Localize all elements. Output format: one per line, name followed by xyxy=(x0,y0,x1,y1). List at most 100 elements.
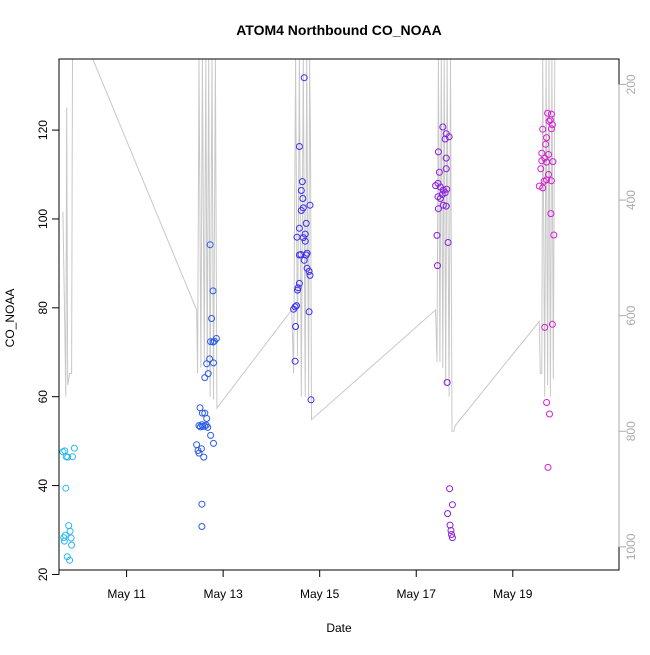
data-point xyxy=(197,445,205,453)
data-point xyxy=(448,534,456,542)
secondary-y-tick-label: 1000 xyxy=(624,533,638,560)
y-tick-label: 100 xyxy=(36,209,50,229)
x-axis-label: Date xyxy=(326,621,352,635)
data-point xyxy=(292,323,300,330)
data-point xyxy=(69,453,76,461)
data-point xyxy=(299,234,307,242)
data-point xyxy=(544,109,552,117)
data-point xyxy=(294,286,301,294)
data-point xyxy=(210,359,217,367)
data-point xyxy=(542,140,550,148)
data-point xyxy=(548,121,556,129)
secondary-y-axis: 200 400 600 800 1000 xyxy=(618,74,638,560)
series-4 xyxy=(432,123,456,542)
data-point xyxy=(204,423,212,431)
x-tick-label: May 15 xyxy=(300,587,340,601)
data-point xyxy=(307,396,315,404)
data-point xyxy=(545,171,552,178)
data-point xyxy=(547,125,555,133)
data-point xyxy=(198,523,206,530)
y-tick-label: 120 xyxy=(36,120,50,140)
data-point xyxy=(212,335,220,342)
data-point xyxy=(442,165,450,173)
data-point xyxy=(549,158,557,166)
data-point xyxy=(442,154,450,162)
data-point xyxy=(207,431,215,439)
y-tick-label: 80 xyxy=(36,301,50,315)
data-point xyxy=(539,125,547,133)
series-2 xyxy=(193,241,220,530)
data-point xyxy=(547,177,555,185)
chart-title: ATOM4 Northbound CO_NOAA xyxy=(236,22,442,38)
data-point xyxy=(305,267,313,275)
data-point xyxy=(546,410,553,418)
data-point xyxy=(293,302,300,310)
data-point xyxy=(291,357,299,365)
data-point xyxy=(434,148,442,156)
data-point xyxy=(547,110,555,118)
secondary-y-tick-label: 400 xyxy=(624,190,638,210)
data-point xyxy=(441,135,449,143)
series-5 xyxy=(535,109,558,471)
data-point xyxy=(61,447,69,455)
data-point xyxy=(544,463,552,471)
data-point xyxy=(203,415,211,422)
data-point xyxy=(65,522,73,530)
data-point xyxy=(198,500,206,508)
data-point xyxy=(550,231,558,239)
data-point xyxy=(62,484,70,492)
data-point xyxy=(60,537,68,545)
data-point xyxy=(434,205,442,213)
data-point xyxy=(297,187,305,194)
data-point xyxy=(305,308,313,316)
data-point xyxy=(67,534,75,542)
altitude-trace-line xyxy=(62,58,556,432)
data-point xyxy=(446,485,454,493)
data-point xyxy=(443,185,451,193)
altitude-trace-layer xyxy=(62,58,556,432)
data-point xyxy=(306,271,314,279)
data-point xyxy=(434,179,442,187)
data-points-layer xyxy=(59,74,558,564)
data-point xyxy=(447,527,455,534)
data-point xyxy=(301,237,309,245)
data-point xyxy=(64,453,72,461)
data-point xyxy=(448,531,455,538)
data-point xyxy=(306,201,314,209)
secondary-y-tick-label: 800 xyxy=(624,421,638,441)
data-point xyxy=(295,279,303,287)
data-point xyxy=(441,189,449,197)
data-point xyxy=(547,210,555,218)
data-point xyxy=(61,531,69,539)
data-point xyxy=(535,182,543,190)
data-point xyxy=(439,123,447,131)
data-point xyxy=(295,224,303,232)
data-point xyxy=(66,556,74,564)
data-point xyxy=(210,439,217,447)
data-point xyxy=(433,231,441,239)
secondary-y-tick-label: 600 xyxy=(624,305,638,325)
y-tick-label: 60 xyxy=(36,390,50,404)
x-tick-label: May 11 xyxy=(107,587,146,601)
data-point xyxy=(543,399,551,406)
secondary-y-tick-label: 200 xyxy=(624,74,638,94)
data-point xyxy=(548,320,556,328)
data-point xyxy=(291,303,299,311)
data-point xyxy=(70,444,78,452)
y-tick-label: 20 xyxy=(36,567,50,581)
data-point xyxy=(299,195,307,202)
x-axis: May 11 May 13 May 15 May 17 May 19 xyxy=(107,569,533,601)
y-tick-label: 40 xyxy=(36,479,50,493)
x-tick-label: May 17 xyxy=(397,587,437,601)
data-point xyxy=(541,323,549,331)
data-point xyxy=(545,151,552,158)
series-1 xyxy=(59,444,78,564)
data-point xyxy=(444,510,452,518)
data-point xyxy=(537,165,545,173)
data-point xyxy=(298,178,306,186)
data-point xyxy=(300,74,308,82)
data-point xyxy=(206,241,214,249)
data-point xyxy=(208,315,216,322)
